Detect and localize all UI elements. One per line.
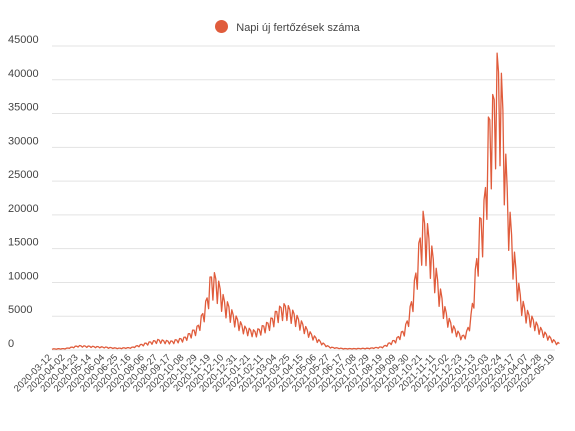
gridlines bbox=[52, 45, 555, 351]
legend-label: Napi új fertőzések száma bbox=[236, 22, 360, 34]
y-tick-label: 10000 bbox=[8, 270, 39, 282]
legend[interactable]: Napi új fertőzések száma bbox=[0, 20, 575, 34]
y-tick-label: 25000 bbox=[8, 169, 39, 181]
y-tick-label: 0 bbox=[8, 338, 14, 350]
y-tick-label: 40000 bbox=[8, 68, 39, 80]
y-tick-label: 15000 bbox=[8, 237, 39, 249]
y-tick-label: 5000 bbox=[8, 304, 32, 316]
y-axis: 0 5000 10000 15000 20000 25000 30000 35000 40000… bbox=[8, 34, 39, 350]
x-axis: 2020-03-122020-04-022020-04-232020-05-14… bbox=[12, 352, 557, 394]
series-line bbox=[51, 52, 560, 350]
y-tick-label: 20000 bbox=[8, 203, 39, 215]
legend-marker bbox=[215, 20, 229, 33]
series-layer bbox=[51, 52, 560, 350]
y-tick-label: 45000 bbox=[8, 34, 39, 46]
y-tick-label: 35000 bbox=[8, 102, 39, 114]
y-tick-label: 30000 bbox=[8, 135, 39, 147]
